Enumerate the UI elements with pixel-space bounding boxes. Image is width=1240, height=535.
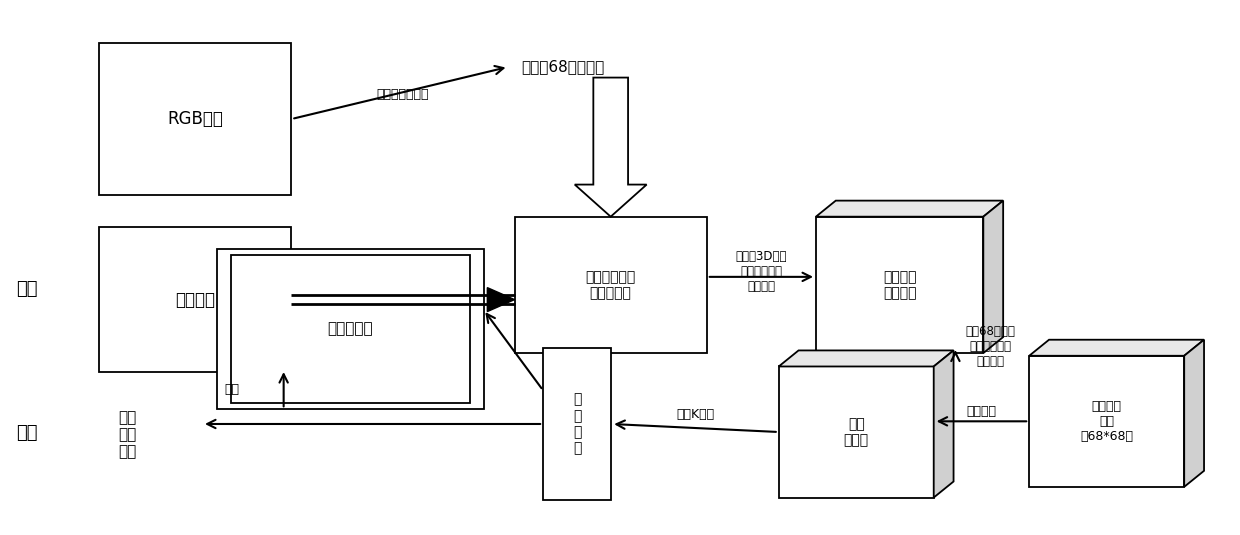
Text: 计算K阶矩: 计算K阶矩 bbox=[676, 408, 714, 421]
Text: RGB图片: RGB图片 bbox=[167, 110, 223, 128]
Bar bbox=[99, 227, 291, 372]
Bar bbox=[99, 43, 291, 195]
Bar bbox=[217, 249, 484, 409]
Text: 人脸检测与标定: 人脸检测与标定 bbox=[377, 88, 429, 102]
Polygon shape bbox=[779, 350, 954, 366]
Bar bbox=[515, 217, 707, 353]
Text: 人脸
标准型: 人脸 标准型 bbox=[843, 417, 869, 447]
Polygon shape bbox=[983, 201, 1003, 353]
Bar bbox=[543, 348, 611, 500]
Text: 最终
识别
结果: 最终 识别 结果 bbox=[118, 410, 136, 460]
Text: 剪裁与标定后
的深度图片: 剪裁与标定后 的深度图片 bbox=[585, 270, 636, 300]
Polygon shape bbox=[487, 288, 515, 311]
Polygon shape bbox=[816, 201, 1003, 217]
Text: 对比: 对比 bbox=[224, 383, 239, 396]
Text: 等距映射: 等距映射 bbox=[966, 405, 997, 418]
Text: 计算68个关键
点之间的人脸
表面距离: 计算68个关键 点之间的人脸 表面距离 bbox=[966, 325, 1016, 368]
Text: 输出: 输出 bbox=[16, 424, 38, 442]
Text: 人脸的68个关键点: 人脸的68个关键点 bbox=[521, 59, 604, 74]
Polygon shape bbox=[575, 78, 647, 217]
Text: 特
征
向
量: 特 征 向 量 bbox=[573, 393, 582, 455]
Polygon shape bbox=[1184, 340, 1204, 487]
Bar bbox=[779, 366, 934, 498]
Text: 转换为3D点云
降采样，去噪
表面重建: 转换为3D点云 降采样，去噪 表面重建 bbox=[735, 250, 787, 293]
Text: 特征数据库: 特征数据库 bbox=[327, 322, 373, 337]
Text: 重建后的
三维人脸: 重建后的 三维人脸 bbox=[883, 270, 916, 300]
Polygon shape bbox=[1029, 340, 1204, 356]
Polygon shape bbox=[934, 350, 954, 498]
Bar bbox=[816, 217, 983, 353]
Text: 深度图片: 深度图片 bbox=[175, 291, 216, 309]
Text: 输入: 输入 bbox=[16, 280, 38, 298]
Bar bbox=[1029, 356, 1184, 487]
Bar bbox=[231, 255, 470, 403]
Text: 表面距离
矩阵
（68*68）: 表面距离 矩阵 （68*68） bbox=[1080, 400, 1133, 443]
